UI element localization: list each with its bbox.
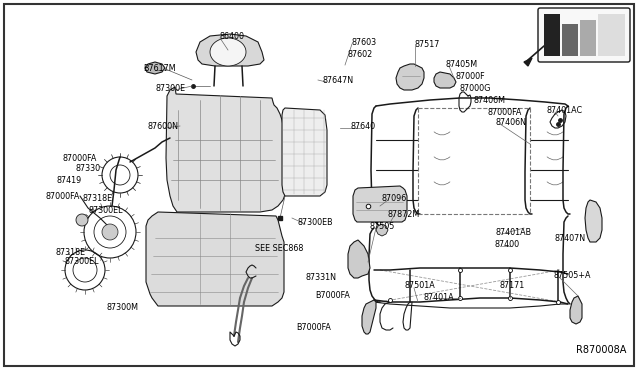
Text: 87602: 87602 xyxy=(348,49,373,58)
Text: 87872M: 87872M xyxy=(388,209,420,218)
Text: 87600N: 87600N xyxy=(148,122,179,131)
Text: 87000FA: 87000FA xyxy=(62,154,97,163)
Polygon shape xyxy=(376,224,388,236)
Polygon shape xyxy=(353,186,407,222)
Text: 87000FA: 87000FA xyxy=(45,192,79,201)
Text: 87405M: 87405M xyxy=(446,60,478,68)
Polygon shape xyxy=(598,14,625,56)
Polygon shape xyxy=(210,38,246,66)
Text: 87501A: 87501A xyxy=(405,282,436,291)
Text: 87517: 87517 xyxy=(415,39,440,48)
Text: 87505: 87505 xyxy=(370,221,396,231)
Circle shape xyxy=(102,224,118,240)
Polygon shape xyxy=(196,34,264,66)
Polygon shape xyxy=(282,108,327,196)
Polygon shape xyxy=(585,200,602,242)
Text: 87331N: 87331N xyxy=(306,273,337,282)
Text: 87406M: 87406M xyxy=(474,96,506,105)
Text: 87300EL: 87300EL xyxy=(64,257,99,266)
Text: 87300EL: 87300EL xyxy=(88,205,122,215)
Polygon shape xyxy=(524,58,532,66)
Polygon shape xyxy=(146,212,284,306)
Text: 87640: 87640 xyxy=(351,122,376,131)
Polygon shape xyxy=(396,64,424,90)
Polygon shape xyxy=(145,62,165,74)
Text: 87000G: 87000G xyxy=(460,83,492,93)
Text: 87406N: 87406N xyxy=(496,118,527,126)
Text: B7000FA: B7000FA xyxy=(296,324,331,333)
Text: 87096: 87096 xyxy=(382,193,407,202)
Text: 87318E: 87318E xyxy=(82,193,112,202)
Text: B7617M: B7617M xyxy=(143,64,175,73)
Text: 87419: 87419 xyxy=(56,176,81,185)
Text: 87300EB: 87300EB xyxy=(298,218,333,227)
Text: 87401AC: 87401AC xyxy=(547,106,583,115)
Text: 87000FA: 87000FA xyxy=(488,108,522,116)
Polygon shape xyxy=(348,240,370,278)
Polygon shape xyxy=(570,296,582,324)
Polygon shape xyxy=(544,14,560,56)
Text: 87401A: 87401A xyxy=(424,294,454,302)
Text: 87647N: 87647N xyxy=(323,76,354,84)
Polygon shape xyxy=(434,72,456,88)
Text: 86400: 86400 xyxy=(220,32,245,41)
Text: 87300M: 87300M xyxy=(106,304,138,312)
Text: B7000FA: B7000FA xyxy=(315,292,350,301)
Text: SEE SEC868: SEE SEC868 xyxy=(255,244,303,253)
Text: 87300E: 87300E xyxy=(155,83,185,93)
Text: 87000F: 87000F xyxy=(456,71,486,80)
Polygon shape xyxy=(166,87,287,212)
Text: 87171: 87171 xyxy=(500,282,525,291)
Text: 87330: 87330 xyxy=(75,164,100,173)
FancyBboxPatch shape xyxy=(538,8,630,62)
Polygon shape xyxy=(562,24,578,56)
Text: 87505+A: 87505+A xyxy=(554,272,591,280)
Text: 87407N: 87407N xyxy=(555,234,586,243)
Circle shape xyxy=(76,214,88,226)
Polygon shape xyxy=(580,20,596,56)
Polygon shape xyxy=(362,300,376,334)
Text: 87318E: 87318E xyxy=(55,247,85,257)
Text: 87401AB: 87401AB xyxy=(496,228,532,237)
Text: 87603: 87603 xyxy=(352,38,377,46)
Text: 87400: 87400 xyxy=(495,240,520,248)
Text: R870008A: R870008A xyxy=(576,345,627,355)
